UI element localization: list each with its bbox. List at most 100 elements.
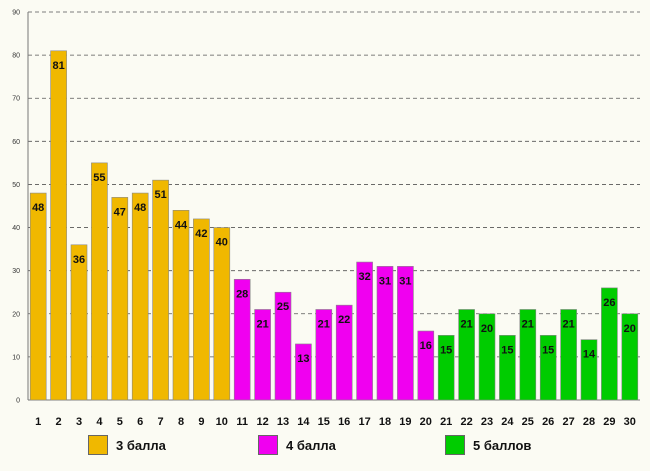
y-tick-label: 70 <box>12 96 20 103</box>
data-label-23: 20 <box>481 323 493 335</box>
y-tick-label: 0 <box>16 398 20 405</box>
bar-6 <box>131 192 149 401</box>
data-label-29: 26 <box>603 297 615 309</box>
data-label-24: 15 <box>501 344 513 356</box>
data-label-4: 55 <box>93 172 105 184</box>
bar-4 <box>91 162 108 401</box>
bar-30 <box>621 313 639 401</box>
data-label-21: 15 <box>440 344 452 356</box>
bar-7 <box>152 179 169 401</box>
x-tick-label-24: 24 <box>501 416 514 428</box>
y-tick-label: 40 <box>12 225 20 232</box>
bar-23 <box>478 313 496 401</box>
legend-swatch-3 <box>88 435 108 455</box>
bar-15 <box>315 309 333 401</box>
legend-label-4: 4 балла <box>286 437 336 453</box>
bar-22 <box>458 309 475 401</box>
data-label-9: 42 <box>195 228 207 240</box>
data-label-26: 15 <box>542 344 554 356</box>
bar-19 <box>397 266 414 401</box>
x-tick-label-20: 20 <box>420 416 432 428</box>
legend-label-5: 5 баллов <box>473 437 532 453</box>
data-label-16: 22 <box>338 314 350 326</box>
x-tick-label-4: 4 <box>96 416 103 428</box>
data-label-19: 31 <box>399 275 411 287</box>
x-tick-label-11: 11 <box>236 416 248 428</box>
x-tick-label-1: 1 <box>35 416 41 428</box>
data-label-12: 21 <box>256 318 268 330</box>
data-label-1: 48 <box>32 202 44 214</box>
x-tick-label-29: 29 <box>603 416 615 428</box>
data-label-10: 40 <box>216 237 228 249</box>
x-tick-label-22: 22 <box>460 416 472 428</box>
x-tick-label-13: 13 <box>277 416 289 428</box>
y-tick-label: 20 <box>12 311 20 318</box>
x-tick-label-3: 3 <box>76 416 82 428</box>
bar-27 <box>560 309 577 401</box>
x-tick-label-12: 12 <box>256 416 268 428</box>
x-tick-label-21: 21 <box>440 416 452 428</box>
data-label-7: 51 <box>154 189 166 201</box>
x-tick-label-10: 10 <box>216 416 228 428</box>
data-label-20: 16 <box>420 340 432 352</box>
x-tick-label-25: 25 <box>522 416 534 428</box>
bar-18 <box>376 266 394 401</box>
y-tick-label: 80 <box>12 53 20 60</box>
legend-swatch-5 <box>445 435 465 455</box>
x-tick-label-16: 16 <box>338 416 350 428</box>
bar-29 <box>601 287 618 401</box>
bar-11 <box>233 278 251 401</box>
bar-9 <box>193 218 210 401</box>
x-tick-label-17: 17 <box>358 416 370 428</box>
data-label-11: 28 <box>236 288 248 300</box>
bar-21 <box>437 335 455 401</box>
data-label-8: 44 <box>175 219 188 231</box>
bar-3 <box>70 244 88 401</box>
bar-13 <box>274 291 292 401</box>
x-tick-label-23: 23 <box>481 416 493 428</box>
data-label-17: 32 <box>358 271 370 283</box>
y-tick-label: 30 <box>12 268 20 275</box>
x-tick-label-30: 30 <box>624 416 636 428</box>
bar-26 <box>539 335 557 401</box>
legend-item-3: 3 балла <box>88 435 166 455</box>
bar-1 <box>29 192 47 401</box>
bar-12 <box>254 309 271 401</box>
legend-item-5: 5 баллов <box>445 435 531 455</box>
x-tick-label-5: 5 <box>117 416 123 428</box>
data-label-6: 48 <box>134 202 146 214</box>
y-tick-label: 90 <box>12 10 20 17</box>
bar-14 <box>295 343 312 401</box>
bar-10 <box>213 227 231 401</box>
bar-28 <box>580 339 598 401</box>
x-tick-label-6: 6 <box>137 416 143 428</box>
x-tick-label-26: 26 <box>542 416 554 428</box>
x-tick-label-27: 27 <box>562 416 574 428</box>
x-tick-label-8: 8 <box>178 416 184 428</box>
y-tick-label: 60 <box>12 139 20 146</box>
legend-label-3: 3 балла <box>116 437 166 453</box>
legend-swatch-4 <box>258 435 278 455</box>
bar-20 <box>417 330 435 401</box>
data-label-13: 25 <box>277 301 289 313</box>
data-label-3: 36 <box>73 254 85 266</box>
bar-2 <box>50 50 67 401</box>
bar-16 <box>335 304 353 401</box>
bar-24 <box>499 335 516 401</box>
x-tick-label-28: 28 <box>583 416 595 428</box>
data-label-27: 21 <box>562 318 574 330</box>
bar-25 <box>519 309 537 401</box>
data-label-28: 14 <box>583 349 596 361</box>
data-label-22: 21 <box>460 318 472 330</box>
y-tick-label: 50 <box>12 182 20 189</box>
y-tick-label: 10 <box>12 354 20 361</box>
data-label-2: 81 <box>52 60 64 72</box>
data-label-30: 20 <box>624 323 636 335</box>
x-tick-label-18: 18 <box>379 416 391 428</box>
x-tick-label-7: 7 <box>158 416 164 428</box>
x-tick-label-9: 9 <box>198 416 204 428</box>
bar-5 <box>111 197 129 401</box>
data-label-14: 13 <box>297 353 309 365</box>
data-label-5: 47 <box>114 206 126 218</box>
